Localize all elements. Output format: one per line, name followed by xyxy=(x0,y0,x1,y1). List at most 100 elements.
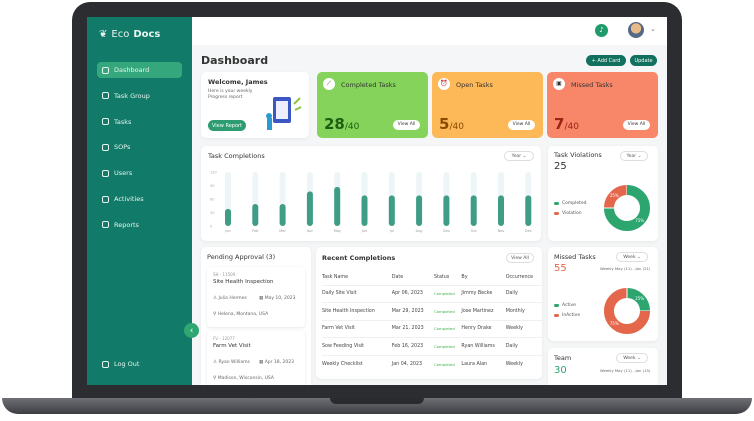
bar-jun xyxy=(361,195,368,226)
list-icon xyxy=(102,118,109,126)
table-row[interactable]: Sow Feeding Visit Feb 16, 2023 Completed Ry… xyxy=(322,337,542,355)
table-cell: Completed xyxy=(434,284,462,303)
update-button[interactable]: Update xyxy=(630,55,657,66)
violations-period-select[interactable]: Year ⌄ xyxy=(620,151,648,161)
missed-donut: 25% 75% xyxy=(604,288,650,334)
violations-donut: 25% 75% xyxy=(604,185,650,231)
chevron-down-icon[interactable]: ⌄ xyxy=(650,25,656,33)
laptop-notch xyxy=(330,398,424,404)
logout-button[interactable]: Log Out xyxy=(97,356,182,372)
slice-label: 75% xyxy=(610,321,619,326)
pending-item[interactable]: FV - 12077 Farm Vet Visit ♙ Ryan Williams ▦… xyxy=(207,331,305,385)
bar-apr xyxy=(306,191,313,226)
missed-tasks-card: Missed Tasks 55 Week ⌄ Weekly May (11) -… xyxy=(548,247,658,341)
x-tick-label: Jun xyxy=(361,229,367,233)
task-violations-card: Task Violations 25 Year ⌄ Completed Viol… xyxy=(548,146,658,241)
table-cell: Jan 04, 2023 xyxy=(391,354,435,373)
task-completions-chart: 0 30 60 90 120 Jan Feb Mar Apr May Jun Jul Aug Sep Oct… xyxy=(210,171,532,234)
sidebar-item-activities[interactable]: Activities xyxy=(97,191,182,207)
bar-aug xyxy=(416,195,423,226)
bar-jan xyxy=(225,208,231,226)
x-tick-label: Feb xyxy=(252,229,259,233)
add-card-button[interactable]: + Add Card xyxy=(586,55,626,66)
table-row[interactable]: Farm Vet Visit Mar 21, 2023 Completed Henry… xyxy=(322,319,542,338)
sidebar-item-task-group[interactable]: Task Group xyxy=(97,88,182,104)
sidebar-item-tasks[interactable]: Tasks xyxy=(97,114,182,130)
bar-sep xyxy=(443,195,450,226)
team-card: Team 30 Week ⌄ Weekly May (11) - Jan (15… xyxy=(548,348,658,385)
sidebar-item-dashboard[interactable]: Dashboard xyxy=(97,62,182,78)
table-cell: Apr 06, 2023 xyxy=(391,284,435,303)
team-period-select[interactable]: Week ⌄ xyxy=(616,353,648,363)
users-icon xyxy=(102,169,109,177)
table-cell: Completed xyxy=(434,319,462,338)
table-cell: Sow Feeding Visit xyxy=(322,337,392,355)
bar-jul xyxy=(388,195,395,226)
sidebar: ❦ Eco Docs Dashboard Task Group Tasks SOPs Use… xyxy=(87,17,192,385)
y-tick-label: 30 xyxy=(210,211,214,215)
slice-label: 25% xyxy=(635,296,644,301)
sidebar-item-reports[interactable]: Reports xyxy=(97,217,182,233)
x-tick-label: Aug xyxy=(416,229,423,233)
view-all-button[interactable]: View All xyxy=(623,120,650,130)
table-cell: Jimmy Becke xyxy=(461,284,506,303)
y-tick-label: 90 xyxy=(210,184,214,188)
bell-icon[interactable]: ♪ xyxy=(595,24,608,37)
welcome-card: Welcome, James Here is your weekly Progr… xyxy=(201,72,309,138)
view-report-button[interactable]: View Report xyxy=(208,120,246,131)
column-header: Task Name xyxy=(322,274,349,280)
x-tick-label: Jan xyxy=(224,229,230,233)
table-cell: Daily xyxy=(505,337,542,355)
table-cell: Completed xyxy=(434,354,462,373)
donut-slice xyxy=(604,185,650,231)
y-tick-label: 60 xyxy=(210,198,214,202)
screen: ❦ Eco Docs Dashboard Task Group Tasks SOPs Use… xyxy=(87,17,667,385)
column-header: By xyxy=(461,274,468,280)
table-cell: Weekly Checklist xyxy=(322,354,392,373)
table-row[interactable]: Daily Site Visit Apr 06, 2023 Completed Jim… xyxy=(322,284,542,303)
table-cell: Site Health Inspection xyxy=(322,302,392,320)
table-cell: Ryan Williams xyxy=(461,337,506,355)
slice-label: 25% xyxy=(610,193,619,198)
missed-period-select[interactable]: Week ⌄ xyxy=(616,252,648,262)
logo: ❦ Eco Docs xyxy=(99,29,161,40)
collapse-sidebar-button[interactable]: ‹ xyxy=(184,323,199,338)
x-tick-label: Jul xyxy=(389,229,394,233)
table-cell: Mar 29, 2023 xyxy=(391,302,435,320)
document-icon xyxy=(102,143,109,151)
column-header: Occurrence xyxy=(505,274,534,280)
user-icon: ♙ xyxy=(213,296,219,301)
table-cell: Feb 16, 2023 xyxy=(391,337,435,355)
table-row[interactable]: Weekly Checklist Jan 04, 2023 Completed Lau… xyxy=(322,354,542,373)
table-cell: Daily Site Visit xyxy=(322,284,392,303)
x-tick-label: Mar xyxy=(279,229,286,233)
chart-period-select[interactable]: Year ⌄ xyxy=(504,151,534,161)
x-tick-label: Sep xyxy=(443,229,450,233)
recent-completions-card: Recent Completions View All Task Name Dat… xyxy=(316,247,542,379)
bar-oct xyxy=(470,195,477,226)
x-tick-label: Dec xyxy=(525,229,532,233)
column-header: Date xyxy=(391,274,404,280)
pending-item[interactable]: SH - 11500 Site Health Inspection ♙ Julia … xyxy=(207,267,305,327)
sidebar-item-sops[interactable]: SOPs xyxy=(97,139,182,155)
view-all-button[interactable]: View All xyxy=(393,120,420,130)
table-row[interactable]: Site Health Inspection Mar 29, 2023 Comple… xyxy=(322,302,542,320)
donut-slice xyxy=(604,185,628,209)
table-cell: Jose Martinez xyxy=(461,302,506,320)
bar-feb xyxy=(252,203,259,226)
dashboard-icon xyxy=(102,66,109,74)
leaf-icon: ❦ xyxy=(99,29,108,40)
activities-icon xyxy=(102,195,109,203)
table-cell: Daily xyxy=(505,284,542,303)
x-tick-label: Oct xyxy=(471,229,478,233)
reports-icon xyxy=(102,221,109,229)
view-all-button[interactable]: View All xyxy=(508,120,535,130)
sidebar-item-users[interactable]: Users xyxy=(97,165,182,181)
pending-approval-card: Pending Approval (3) SH - 11500 Site Heal… xyxy=(201,247,311,385)
recent-view-all-button[interactable]: View All xyxy=(506,253,534,263)
avatar[interactable] xyxy=(628,22,644,38)
recent-completions-table: Task Name Date Status By Occurrence Daily Sit… xyxy=(322,270,542,373)
clipboard-icon xyxy=(102,92,109,100)
calendar-icon: ▣ xyxy=(553,78,565,90)
topbar: ♪ ⌄ xyxy=(192,17,667,45)
